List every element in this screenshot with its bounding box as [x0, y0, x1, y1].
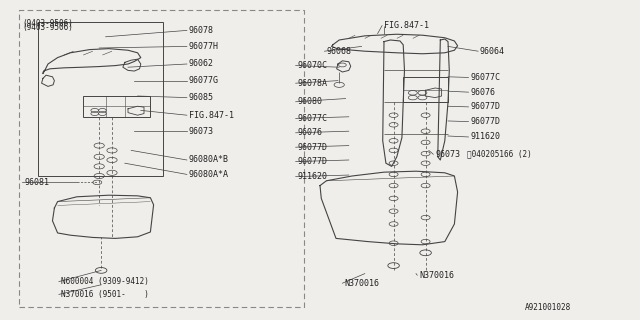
Bar [83, 96, 150, 117]
Text: FIG.847-1: FIG.847-1 [384, 21, 429, 30]
Text: 96085: 96085 [189, 93, 214, 102]
Text: 96077D: 96077D [470, 102, 500, 111]
Text: Ⓢ040205166 (2): Ⓢ040205166 (2) [467, 150, 532, 159]
Text: N370016 (9501-    ): N370016 (9501- ) [61, 290, 148, 299]
Text: 911620: 911620 [298, 172, 328, 181]
Text: 96076: 96076 [470, 88, 495, 97]
Text: 96077C: 96077C [470, 73, 500, 82]
Text: 96080A*B: 96080A*B [189, 156, 229, 164]
Text: 911620: 911620 [470, 132, 500, 141]
Text: 96062: 96062 [189, 60, 214, 68]
Text: 96081: 96081 [24, 178, 49, 187]
Text: 96080A*A: 96080A*A [189, 170, 229, 179]
Text: N370016: N370016 [344, 279, 380, 288]
Text: 96077G: 96077G [189, 76, 219, 85]
Text: 96078A: 96078A [298, 79, 328, 88]
Text: (9403-9506): (9403-9506) [22, 19, 73, 28]
Bar [38, 22, 163, 176]
Text: 96077C: 96077C [298, 114, 328, 123]
Text: 96077D: 96077D [298, 157, 328, 166]
Text: 96078: 96078 [189, 26, 214, 35]
Bar [403, 77, 448, 102]
Text: (9403-9506): (9403-9506) [22, 23, 73, 32]
Text: 96077D: 96077D [470, 117, 500, 126]
Bar [19, 10, 304, 307]
Text: 96068: 96068 [326, 47, 351, 56]
Text: FIG.847-1: FIG.847-1 [189, 111, 234, 120]
Text: 96077D: 96077D [298, 143, 328, 152]
Text: 96077H: 96077H [189, 42, 219, 51]
Text: N370016: N370016 [419, 271, 454, 280]
Text: N600004 (9309-9412): N600004 (9309-9412) [61, 277, 148, 286]
Text: 96064: 96064 [480, 47, 505, 56]
Text: 96070C: 96070C [298, 61, 328, 70]
Text: 96076: 96076 [298, 128, 323, 137]
Text: 96073: 96073 [435, 150, 460, 159]
Text: 96080: 96080 [298, 97, 323, 106]
Text: 96073: 96073 [189, 127, 214, 136]
Text: A921001028: A921001028 [525, 303, 571, 312]
